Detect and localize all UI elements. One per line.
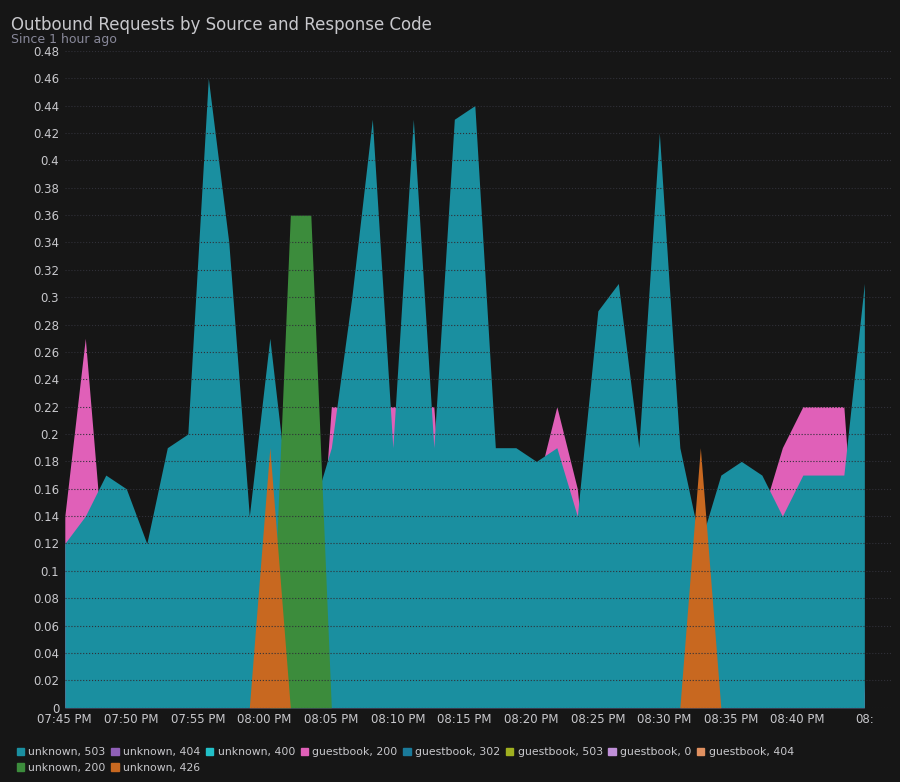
Text: Outbound Requests by Source and Response Code: Outbound Requests by Source and Response… bbox=[11, 16, 432, 34]
Text: Since 1 hour ago: Since 1 hour ago bbox=[11, 33, 117, 46]
Legend: unknown, 503, unknown, 200, unknown, 404, unknown, 426, unknown, 400, guestbook,: unknown, 503, unknown, 200, unknown, 404… bbox=[14, 745, 796, 775]
